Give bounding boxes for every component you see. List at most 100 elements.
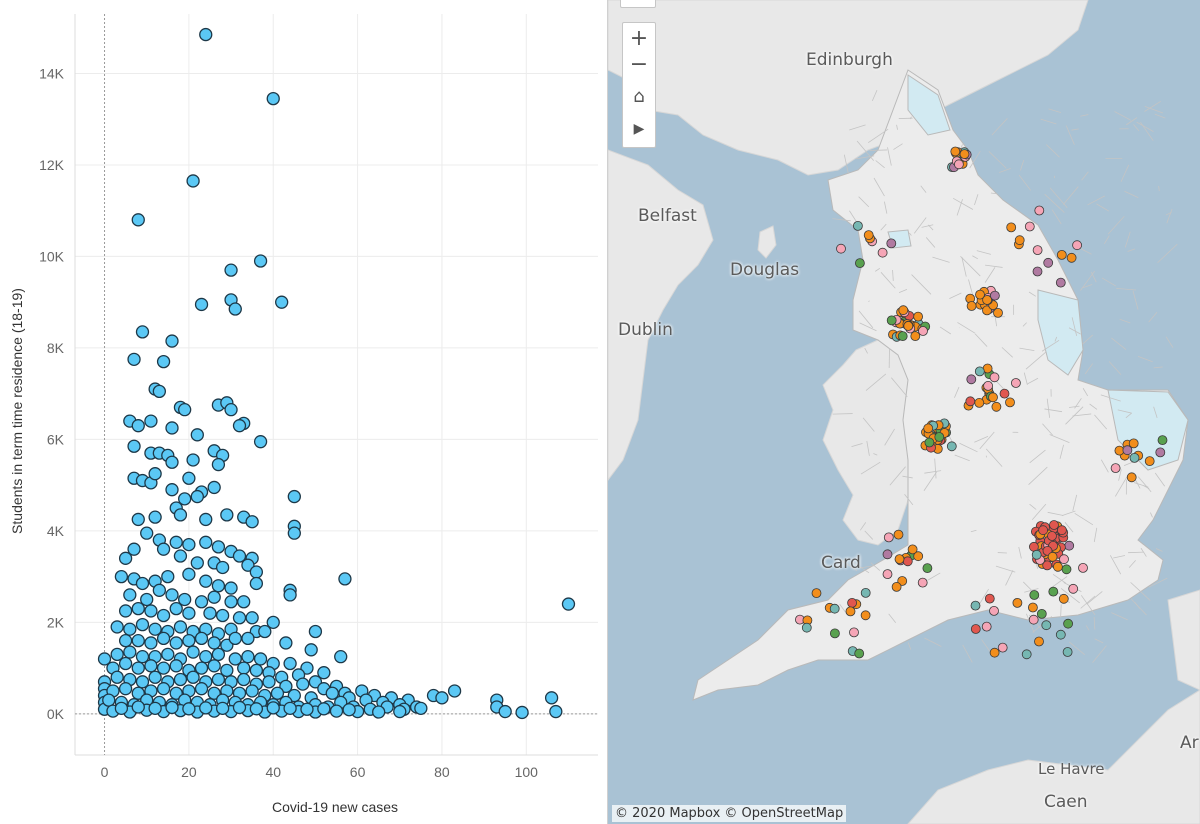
scatter-point[interactable] — [283, 701, 297, 715]
scatter-point[interactable] — [220, 638, 234, 652]
scatter-point[interactable] — [182, 537, 196, 552]
scatter-point[interactable] — [296, 677, 310, 691]
map-point[interactable] — [1047, 551, 1058, 562]
map-point[interactable] — [1043, 257, 1054, 268]
map-point[interactable] — [918, 326, 928, 336]
map-point[interactable] — [1031, 549, 1042, 560]
scatter-point[interactable] — [165, 421, 179, 435]
scatter-point[interactable] — [300, 661, 314, 675]
scatter-point[interactable] — [232, 419, 247, 433]
map-point[interactable] — [1048, 586, 1059, 597]
scatter-point[interactable] — [544, 691, 559, 705]
scatter-point[interactable] — [199, 535, 213, 549]
scatter-point[interactable] — [165, 334, 179, 348]
map-point[interactable] — [953, 159, 964, 170]
scatter-point[interactable] — [203, 606, 217, 620]
scatter-point[interactable] — [131, 686, 145, 700]
map-point[interactable] — [975, 289, 985, 300]
scatter-point[interactable] — [186, 174, 200, 188]
scatter-point[interactable] — [182, 471, 196, 485]
scatter-point[interactable] — [228, 631, 242, 646]
scatter-point[interactable] — [114, 701, 129, 715]
map-point[interactable] — [877, 247, 888, 258]
scatter-point[interactable] — [194, 297, 209, 312]
scatter-point[interactable] — [224, 581, 238, 595]
map-point[interactable] — [1058, 593, 1069, 604]
scatter-point[interactable] — [182, 702, 196, 716]
scatter-point[interactable] — [232, 700, 247, 715]
scatter-point[interactable] — [140, 526, 154, 540]
map-point[interactable] — [898, 305, 909, 316]
scatter-point[interactable] — [249, 576, 264, 591]
scatter-point[interactable] — [123, 622, 137, 636]
scatter-point[interactable] — [156, 661, 171, 675]
scatter-point[interactable] — [325, 686, 339, 700]
scatter-point[interactable] — [211, 579, 226, 593]
map-point[interactable] — [1036, 609, 1047, 619]
map-point[interactable] — [970, 600, 981, 611]
scatter-point[interactable] — [279, 636, 293, 650]
scatter-point[interactable] — [165, 455, 179, 469]
scatter-point[interactable] — [211, 672, 226, 687]
scatter-point[interactable] — [127, 352, 141, 366]
scatter-point[interactable] — [148, 467, 162, 481]
scatter-point[interactable] — [253, 254, 268, 268]
scatter-point[interactable] — [266, 615, 280, 630]
map-point[interactable] — [982, 295, 993, 305]
map-point[interactable] — [997, 642, 1008, 653]
scatter-point[interactable] — [156, 631, 171, 646]
scatter-point[interactable] — [135, 617, 150, 632]
map-point[interactable] — [852, 220, 863, 231]
scatter-point[interactable] — [102, 693, 116, 707]
scatter-point[interactable] — [135, 325, 150, 339]
map-point[interactable] — [1072, 240, 1083, 251]
scatter-point[interactable] — [97, 652, 112, 666]
map-point[interactable] — [1056, 525, 1067, 536]
scatter-point[interactable] — [287, 489, 301, 504]
map-point[interactable] — [917, 577, 928, 588]
map-point[interactable] — [1010, 378, 1021, 388]
scatter-point[interactable] — [123, 588, 137, 602]
map-point[interactable] — [1047, 531, 1057, 541]
map-point[interactable] — [845, 606, 856, 617]
scatter-point[interactable] — [135, 576, 150, 591]
map-point[interactable] — [1032, 266, 1043, 277]
map-point[interactable] — [989, 606, 999, 616]
scatter-point[interactable] — [232, 549, 247, 563]
scatter-point[interactable] — [287, 688, 301, 703]
map-point[interactable] — [974, 397, 985, 408]
scatter-point[interactable] — [178, 492, 192, 506]
home-icon[interactable]: ⌂ — [633, 86, 645, 107]
scatter-point[interactable] — [186, 645, 200, 659]
map-point[interactable] — [801, 622, 812, 633]
map-point[interactable] — [829, 628, 840, 639]
map-point[interactable] — [1126, 472, 1137, 483]
scatter-point[interactable] — [207, 636, 221, 650]
scatter-point[interactable] — [342, 703, 356, 717]
map-point[interactable] — [1061, 564, 1072, 575]
scatter-point[interactable] — [241, 650, 255, 664]
map-point[interactable] — [1006, 222, 1017, 233]
map-point[interactable] — [999, 388, 1010, 399]
map-point[interactable] — [924, 437, 935, 448]
scatter-point[interactable] — [110, 647, 124, 662]
scatter-point[interactable] — [279, 679, 293, 694]
map-point[interactable] — [1028, 614, 1039, 625]
scatter-point[interactable] — [237, 672, 251, 687]
map-point[interactable] — [902, 556, 913, 567]
map-point[interactable] — [1068, 583, 1079, 594]
scatter-point[interactable] — [228, 302, 242, 316]
scatter-point[interactable] — [131, 601, 145, 616]
scatter-point[interactable] — [169, 535, 183, 549]
scatter-point[interactable] — [161, 647, 175, 662]
map-point[interactable] — [913, 311, 924, 322]
map-point[interactable] — [1122, 445, 1133, 456]
scatter-point[interactable] — [253, 435, 268, 449]
scatter-point[interactable] — [123, 645, 137, 659]
scatter-point[interactable] — [148, 622, 162, 636]
map-point[interactable] — [1110, 463, 1121, 474]
map-point[interactable] — [1012, 598, 1023, 608]
scatter-point[interactable] — [447, 684, 462, 698]
map-point[interactable] — [1041, 620, 1052, 631]
scatter-point[interactable] — [140, 592, 154, 607]
